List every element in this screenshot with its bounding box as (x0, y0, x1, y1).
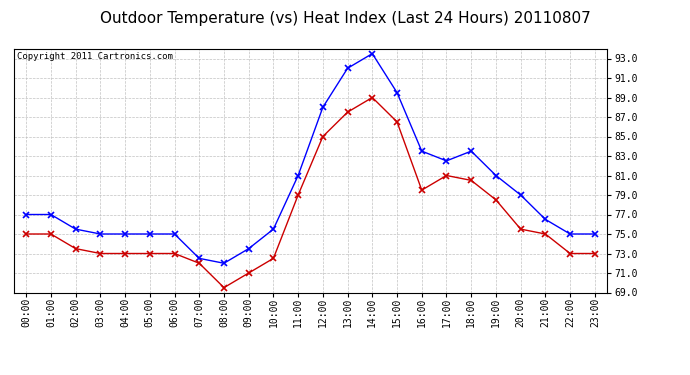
Text: Outdoor Temperature (vs) Heat Index (Last 24 Hours) 20110807: Outdoor Temperature (vs) Heat Index (Las… (99, 11, 591, 26)
Text: Copyright 2011 Cartronics.com: Copyright 2011 Cartronics.com (17, 53, 172, 62)
